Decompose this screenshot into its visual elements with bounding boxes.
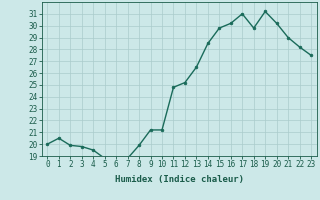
X-axis label: Humidex (Indice chaleur): Humidex (Indice chaleur) (115, 175, 244, 184)
